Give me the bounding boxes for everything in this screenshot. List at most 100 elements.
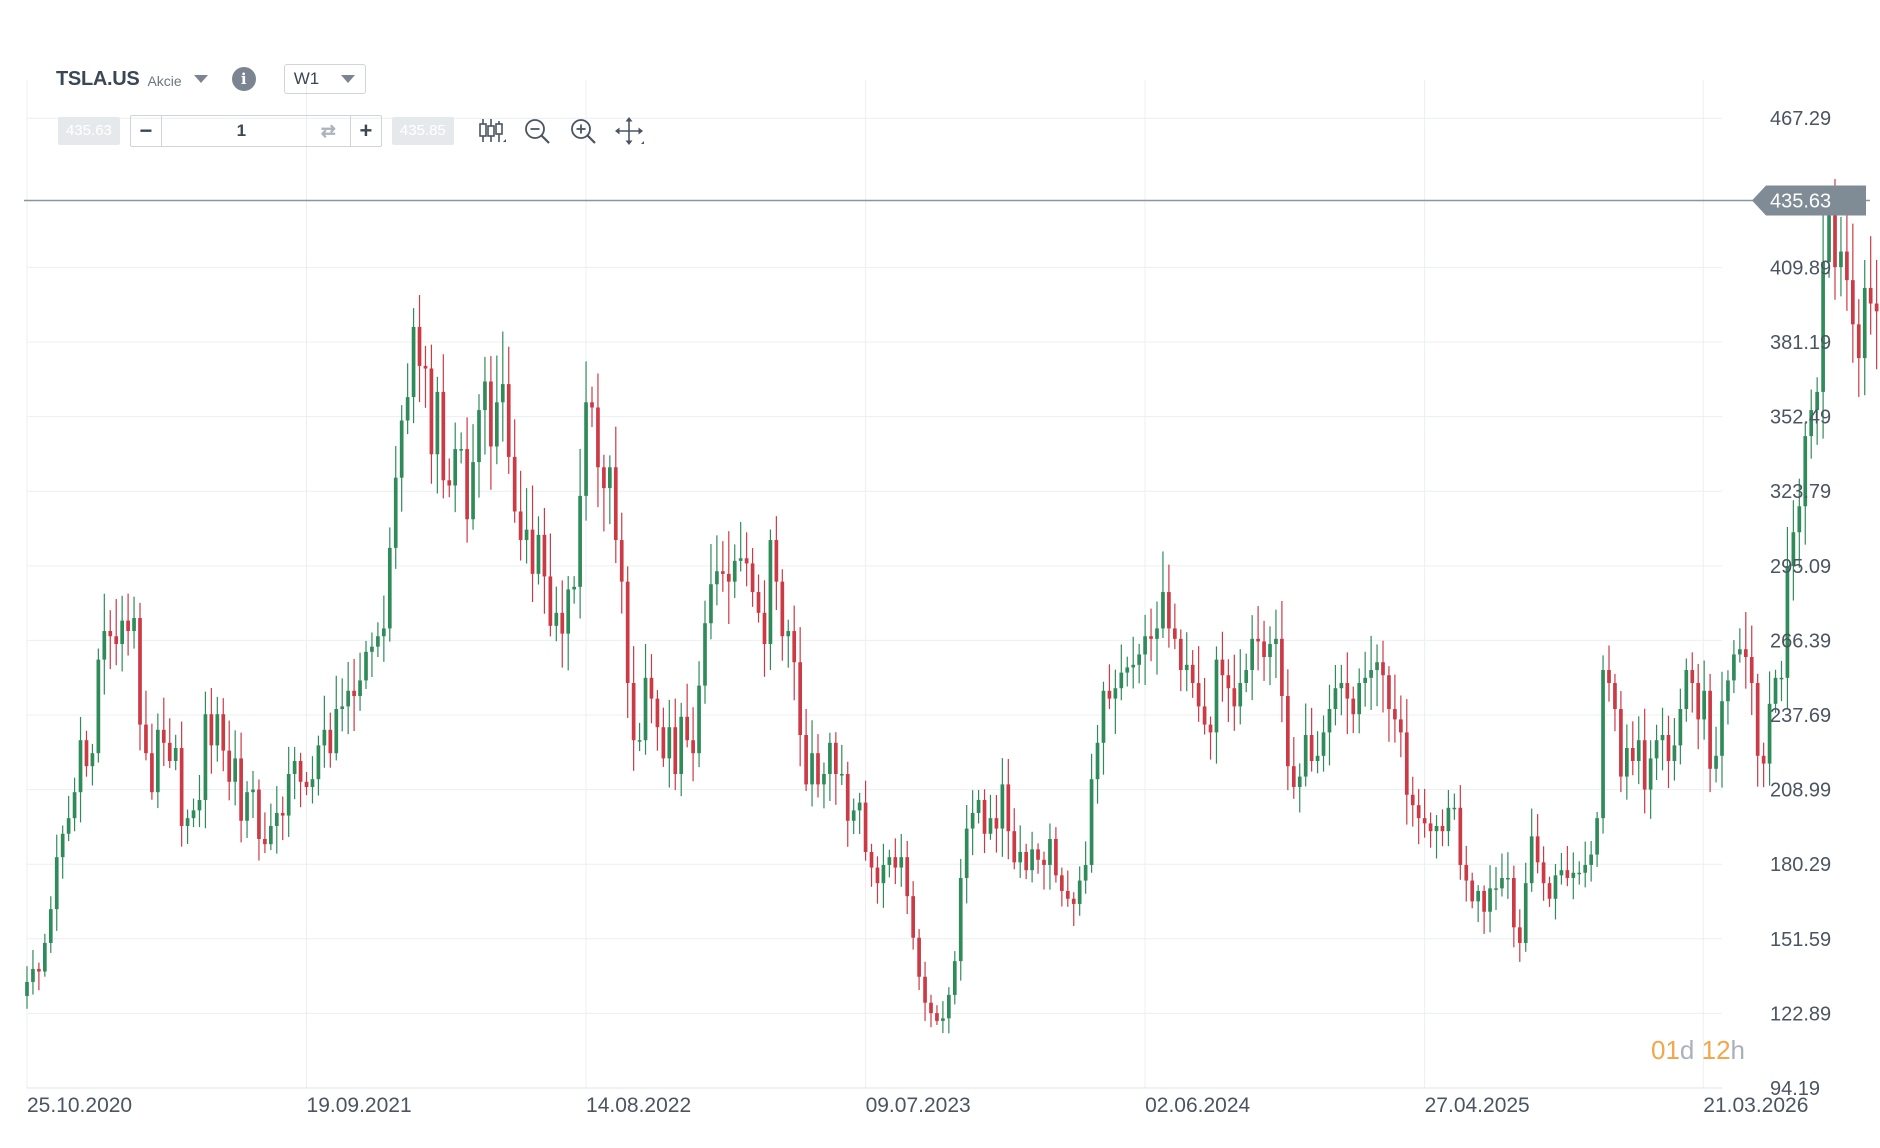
candle <box>607 455 612 525</box>
candle-body <box>1696 683 1701 720</box>
candle <box>1619 690 1623 793</box>
candle-body <box>1850 280 1855 325</box>
candle-body <box>1404 732 1409 795</box>
candle <box>1761 742 1766 788</box>
candle <box>263 812 267 854</box>
candle <box>1428 812 1433 848</box>
candle-body <box>1577 872 1582 875</box>
candle-body <box>1065 890 1070 899</box>
candle <box>881 843 886 908</box>
candle <box>84 730 89 777</box>
candle-body <box>1601 670 1605 819</box>
info-icon[interactable]: i <box>231 67 256 91</box>
y-tick-label: 266.39 <box>1770 630 1831 652</box>
candle-body <box>1636 740 1641 761</box>
candle <box>792 605 797 701</box>
bid-price-button[interactable]: 435.63 <box>58 117 120 145</box>
candle-body <box>435 391 440 455</box>
candle <box>572 576 577 604</box>
increase-button[interactable]: + <box>359 118 373 143</box>
candle-body <box>1785 566 1790 678</box>
candle-body <box>780 581 785 637</box>
quantity-input[interactable]: 1 ⇄ <box>160 116 351 146</box>
candle <box>90 743 95 786</box>
chevron-down-icon[interactable] <box>193 75 208 83</box>
candle-body <box>60 833 65 858</box>
candle <box>1672 718 1677 781</box>
candle <box>1737 628 1742 663</box>
candle-body <box>1833 215 1837 268</box>
candle-body <box>1434 825 1439 832</box>
candle-body <box>1315 755 1320 761</box>
candle-body <box>25 981 29 996</box>
candle <box>453 422 458 513</box>
candle-body <box>42 942 47 972</box>
candle <box>245 781 249 838</box>
candle-body <box>1077 880 1082 904</box>
zoom-out-icon[interactable] <box>514 115 560 147</box>
candle-body <box>280 812 285 816</box>
zoom-in-icon[interactable] <box>560 115 606 147</box>
candle <box>274 786 279 854</box>
x-tick-label: 09.07.2023 <box>866 1094 971 1117</box>
candle-body <box>1488 888 1492 912</box>
instrument-symbol[interactable]: TSLA.US <box>56 67 140 90</box>
candle <box>399 405 404 512</box>
candle <box>376 622 380 658</box>
candle <box>1274 609 1278 679</box>
candle-body <box>839 773 844 776</box>
candle <box>833 732 838 805</box>
candle <box>1815 377 1820 445</box>
candle <box>1315 731 1320 774</box>
candle <box>875 856 880 904</box>
candle <box>60 825 65 879</box>
candle <box>155 713 160 809</box>
candle <box>697 661 701 768</box>
candle-body <box>1440 825 1445 832</box>
candle-body <box>48 909 53 943</box>
candle-body <box>1714 755 1718 769</box>
candle <box>816 734 820 798</box>
decrease-button[interactable]: − <box>139 118 153 143</box>
candle-body <box>1607 670 1611 684</box>
y-tick-label: 208.99 <box>1770 780 1831 802</box>
candle <box>161 697 166 766</box>
candle-body <box>976 799 981 813</box>
candle-body <box>1131 664 1136 668</box>
swap-icon[interactable]: ⇄ <box>320 120 336 141</box>
candle <box>762 580 767 677</box>
candle-body <box>762 612 767 645</box>
candle <box>1381 640 1385 713</box>
y-tick-label: 352.49 <box>1770 407 1831 429</box>
candle <box>120 595 125 672</box>
candle-body <box>709 584 713 624</box>
candle-body <box>988 818 993 834</box>
candle <box>1720 671 1724 788</box>
candle-body <box>1654 740 1659 759</box>
timeframe-select[interactable]: W1 <box>283 64 366 94</box>
candle-body <box>423 365 428 369</box>
candle-body <box>90 753 95 767</box>
candle <box>554 586 559 642</box>
move-icon[interactable] <box>606 115 652 147</box>
ask-price-button[interactable]: 435.85 <box>391 117 454 145</box>
candle-body <box>1375 662 1379 671</box>
candle-body <box>471 462 475 520</box>
candle <box>1393 674 1397 743</box>
candlestick-type-icon[interactable] <box>468 115 514 147</box>
candle <box>1595 811 1599 867</box>
candle-body <box>619 540 624 582</box>
candle-body <box>268 825 273 845</box>
candle <box>1642 708 1647 814</box>
candle-body <box>477 410 481 463</box>
candle-body <box>1874 303 1879 312</box>
candle <box>1190 650 1195 698</box>
candle <box>1018 825 1023 878</box>
candle-body <box>66 818 71 834</box>
candle-body <box>1393 709 1397 720</box>
y-tick-label: 94.19 <box>1770 1078 1820 1100</box>
candle-body <box>37 968 41 972</box>
candle-body <box>952 961 957 995</box>
candle <box>946 987 951 1034</box>
